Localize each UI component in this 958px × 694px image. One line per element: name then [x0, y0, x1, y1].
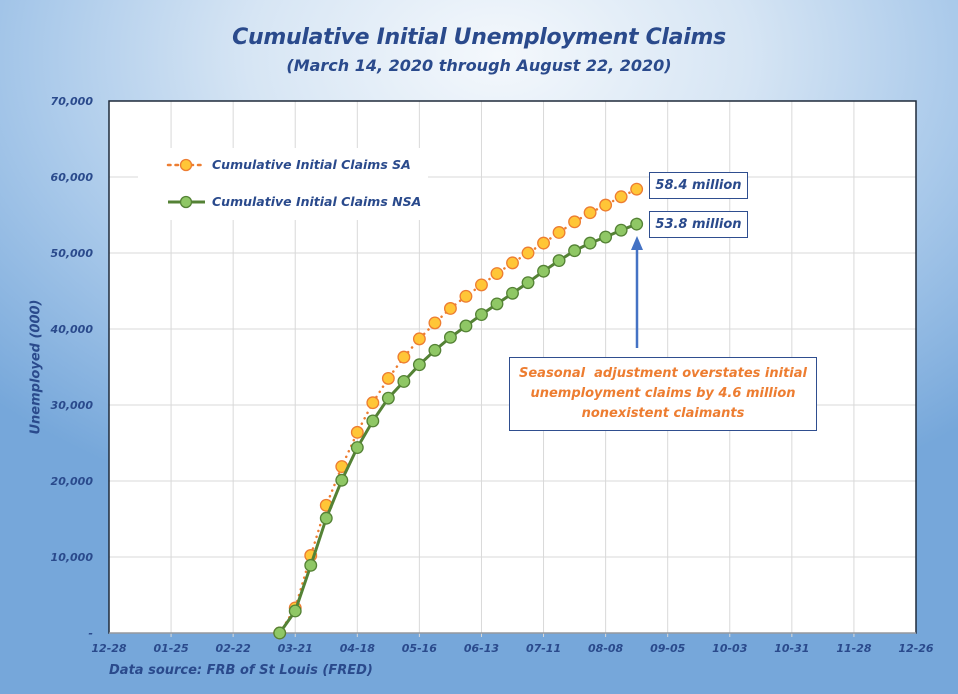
- chart-subtitle: (March 14, 2020 through August 22, 2020): [286, 56, 672, 75]
- data-point: [521, 246, 535, 260]
- x-tick-label: 07-11: [526, 642, 561, 655]
- data-point: [490, 267, 504, 280]
- x-tick-label: 10-03: [712, 642, 748, 655]
- x-tick-label: 11-28: [836, 642, 872, 655]
- data-point: [599, 198, 613, 212]
- x-tick-label: 12-28: [91, 642, 127, 655]
- data-point: [381, 371, 395, 385]
- data-point: [304, 558, 318, 572]
- data-point: [568, 215, 582, 229]
- data-point: [412, 358, 426, 372]
- y-tick-label: 50,000: [51, 247, 94, 260]
- sa-end-label: 58.4 million: [649, 172, 748, 199]
- note-line-1: Seasonal adjustment overstates initial: [519, 366, 807, 381]
- data-point: [614, 223, 628, 237]
- data-source: Data source: FRB of St Louis (FRED): [109, 663, 373, 678]
- arrow-icon: [631, 236, 643, 348]
- data-point: [443, 302, 457, 315]
- data-point: [583, 206, 597, 220]
- x-tick-label: 09-05: [650, 642, 686, 655]
- data-point: [288, 604, 302, 618]
- data-point: [630, 182, 644, 196]
- x-tick-label: 04-18: [340, 642, 376, 655]
- nsa-end-label: 53.8 million: [649, 211, 748, 238]
- x-tick-label: 03-21: [278, 642, 313, 655]
- data-point: [568, 244, 582, 258]
- x-axis-ticks: 12-28 01-25 02-22 03-21 04-18 05-16 06-13 07-11…: [91, 642, 934, 655]
- x-tick-label: 12-26: [898, 642, 934, 655]
- data-point: [412, 332, 426, 346]
- series-nsa: [273, 217, 644, 640]
- annotation-note: Seasonal adjustment overstates initial u…: [509, 357, 817, 431]
- x-tick-label: 01-25: [153, 642, 189, 655]
- data-point: [428, 316, 442, 330]
- data-point: [490, 297, 504, 311]
- y-tick-label: 30,000: [51, 399, 94, 412]
- y-tick-label: 40,000: [50, 323, 94, 336]
- nsa-marker-icon: [179, 195, 193, 209]
- x-tick-label: 08-08: [588, 642, 624, 655]
- data-point: [459, 319, 473, 333]
- data-point: [428, 343, 442, 357]
- chart-title: Cumulative Initial Unemployment Claims: [232, 25, 726, 50]
- x-tick-label: 05-16: [402, 642, 438, 655]
- y-axis-title: Unemployed (000): [28, 299, 44, 435]
- data-point: [319, 511, 333, 525]
- note-line-3: nonexistent claimants: [581, 406, 745, 421]
- data-point: [335, 473, 349, 487]
- y-tick-label: 70,000: [51, 95, 94, 108]
- y-tick-label: 10,000: [51, 551, 94, 564]
- note-line-2: unemployment claims by 4.6 million: [530, 386, 796, 401]
- data-point: [350, 441, 364, 455]
- x-tick-label: 06-13: [464, 642, 500, 655]
- data-point: [475, 278, 488, 292]
- data-point: [521, 276, 535, 290]
- data-point: [397, 374, 411, 388]
- data-point: [583, 236, 597, 250]
- data-point: [506, 286, 519, 300]
- legend-item-sa: Cumulative Initial Claims SA: [166, 157, 411, 172]
- legend: Cumulative Initial Claims SA Cumulative …: [138, 148, 428, 220]
- legend-label-sa: Cumulative Initial Claims SA: [212, 157, 411, 172]
- y-tick-label: -: [88, 627, 93, 640]
- data-point: [397, 350, 411, 364]
- data-point: [366, 414, 380, 428]
- data-point: [350, 425, 364, 439]
- data-point: [273, 626, 287, 640]
- data-point: [537, 264, 550, 278]
- data-point: [459, 289, 473, 303]
- data-point: [537, 236, 550, 250]
- data-point: [443, 330, 457, 344]
- legend-item-nsa: Cumulative Initial Claims NSA: [168, 194, 421, 209]
- data-point: [599, 230, 613, 244]
- data-point: [552, 226, 566, 239]
- data-point: [381, 391, 395, 405]
- data-point: [366, 396, 380, 410]
- x-tick-label: 10-31: [774, 642, 809, 655]
- data-point: [614, 190, 628, 204]
- y-axis-ticks: - 10,000 20,000 30,000 40,000 50,000 60,000 70,…: [50, 95, 94, 640]
- y-tick-label: 20,000: [51, 475, 94, 488]
- legend-label-nsa: Cumulative Initial Claims NSA: [212, 194, 421, 209]
- data-point: [552, 254, 566, 268]
- data-point: [506, 256, 519, 270]
- data-point: [630, 217, 644, 231]
- data-point: [475, 308, 488, 322]
- x-tick-label: 02-22: [216, 642, 252, 655]
- sa-marker-icon: [179, 158, 193, 172]
- y-tick-label: 60,000: [51, 171, 94, 184]
